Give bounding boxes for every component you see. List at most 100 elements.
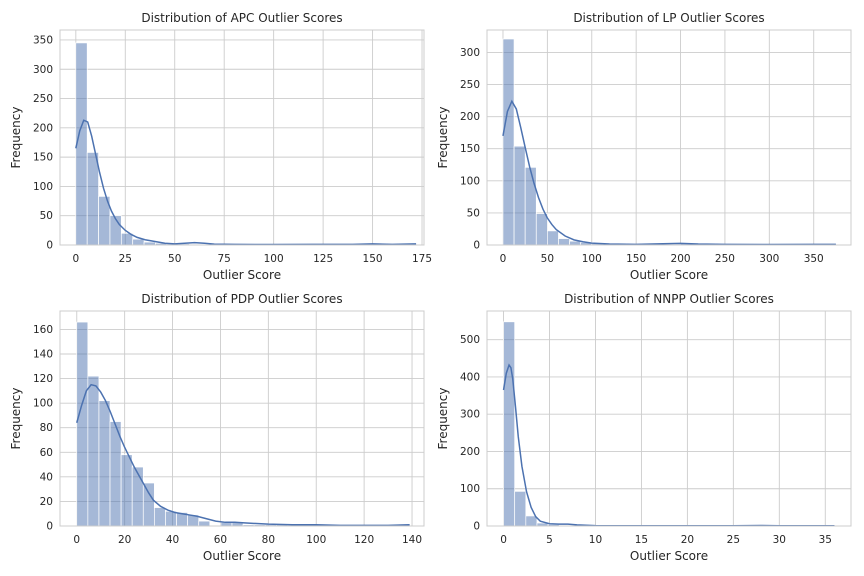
y-tick-label: 50 [467, 207, 480, 219]
plot-frame [486, 29, 852, 246]
x-tick-label: 30 [773, 534, 786, 546]
x-axis-label: Outlier Score [630, 549, 708, 563]
y-tick-label: 0 [473, 521, 480, 533]
histogram-bar [120, 454, 133, 527]
x-tick-label: 100 [306, 534, 326, 546]
kde-line [502, 99, 836, 246]
y-axis-label: Frequency [9, 388, 23, 450]
x-tick-label: 20 [118, 534, 131, 546]
y-tick-label: 200 [33, 122, 53, 134]
histogram-bar [165, 510, 177, 527]
y-tick-label: 20 [40, 496, 53, 508]
chart-panel-1: 0 50 100 150 200 250 300 350 0 25 50 75 100 125 150 175… [9, 11, 432, 282]
x-tick-label: 0 [73, 534, 80, 546]
histogram-bar [503, 321, 516, 527]
histogram-bar [87, 375, 100, 527]
y-tick-label: 0 [46, 521, 53, 533]
x-tick-label: 100 [264, 253, 284, 265]
y-tick-label: 150 [460, 143, 480, 155]
x-tick-label: 150 [363, 253, 383, 265]
x-tick-label: 0 [72, 253, 79, 265]
x-tick-label: 300 [759, 253, 779, 265]
y-tick-label: 150 [33, 152, 53, 164]
x-tick-label: 25 [727, 534, 740, 546]
x-tick-label: 15 [635, 534, 648, 546]
x-tick-label: 35 [819, 534, 832, 546]
plot-frame [486, 310, 852, 527]
y-axis-label: Frequency [9, 107, 23, 169]
histogram-bar [86, 152, 99, 246]
histogram-bar [558, 238, 570, 246]
y-tick-label: 100 [460, 175, 480, 187]
histogram-bar [525, 515, 538, 527]
y-tick-label: 200 [460, 111, 480, 123]
kde-line [75, 119, 417, 246]
chart-panel-3: 0 20 40 60 80 100 120 140 160 0 20 40 60 80 100 120 140 D… [9, 292, 425, 563]
x-axis-label: Outlier Score [630, 268, 708, 282]
y-tick-label: 350 [33, 34, 53, 46]
y-tick-label: 140 [33, 349, 53, 361]
y-tick-label: 100 [33, 181, 53, 193]
x-tick-label: 0 [500, 534, 507, 546]
x-tick-label: 150 [626, 253, 646, 265]
plot-frame [59, 29, 425, 246]
chart-title: Distribution of PDP Outlier Scores [141, 292, 342, 306]
y-tick-label: 300 [460, 409, 480, 421]
histogram-bar [98, 400, 111, 527]
histogram-bar [132, 238, 145, 246]
y-tick-label: 40 [40, 471, 53, 483]
x-tick-label: 100 [582, 253, 602, 265]
histogram-bar [198, 520, 211, 527]
y-tick-label: 300 [460, 47, 480, 59]
x-tick-label: 20 [681, 534, 694, 546]
plot-frame [59, 310, 425, 527]
y-tick-label: 250 [460, 79, 480, 91]
kde-line [76, 383, 410, 527]
y-axis-label: Frequency [436, 388, 450, 450]
chart-panel-4: 0 100 200 300 400 500 0 5 10 15 20 25 30 35 Distributi… [436, 292, 852, 563]
x-axis-label: Outlier Score [203, 549, 281, 563]
histogram-bar [109, 421, 122, 527]
x-tick-label: 50 [541, 253, 554, 265]
y-tick-label: 120 [33, 373, 53, 385]
y-tick-label: 0 [46, 240, 53, 252]
y-tick-label: 160 [33, 324, 53, 336]
histogram-bar [569, 240, 582, 246]
x-tick-label: 10 [589, 534, 602, 546]
chart-title: Distribution of APC Outlier Scores [141, 11, 342, 25]
y-tick-label: 400 [460, 371, 480, 383]
histogram-bar [502, 38, 515, 246]
x-tick-label: 5 [546, 534, 553, 546]
histogram-bar [524, 166, 537, 246]
x-axis-label: Outlier Score [203, 268, 281, 282]
x-tick-label: 60 [214, 534, 227, 546]
histogram-bar [513, 145, 526, 246]
chart-title: Distribution of LP Outlier Scores [573, 11, 764, 25]
y-tick-label: 200 [460, 446, 480, 458]
x-tick-label: 350 [804, 253, 824, 265]
x-tick-label: 40 [166, 534, 179, 546]
histogram-bar [535, 213, 548, 246]
y-tick-label: 0 [473, 240, 480, 252]
x-tick-label: 175 [412, 253, 432, 265]
chart-title: Distribution of NNPP Outlier Scores [564, 292, 774, 306]
histogram-bar [142, 482, 155, 527]
y-tick-label: 60 [40, 447, 53, 459]
x-tick-label: 75 [218, 253, 231, 265]
x-tick-label: 25 [119, 253, 132, 265]
y-tick-label: 300 [33, 64, 53, 76]
x-tick-label: 140 [402, 534, 422, 546]
y-tick-label: 250 [33, 93, 53, 105]
histogram-bar [514, 490, 527, 527]
x-tick-label: 0 [500, 253, 507, 265]
y-tick-label: 100 [460, 483, 480, 495]
x-tick-label: 125 [313, 253, 333, 265]
x-tick-label: 120 [354, 534, 374, 546]
histogram-bar [131, 466, 144, 527]
histogram-bar [76, 321, 89, 527]
y-tick-label: 100 [33, 398, 53, 410]
chart-panel-2: 0 50 100 150 200 250 300 0 50 100 150 200 250 300 350 D… [436, 11, 852, 282]
histogram-bar [154, 507, 166, 527]
x-tick-label: 50 [168, 253, 181, 265]
